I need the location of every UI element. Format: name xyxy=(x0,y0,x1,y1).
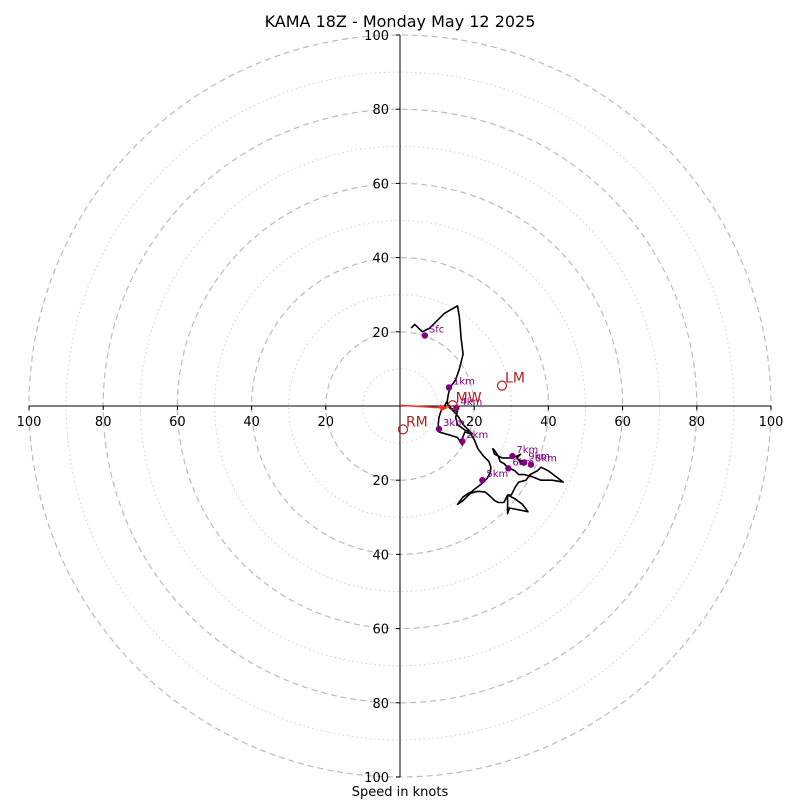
hodograph-trace-group xyxy=(410,304,565,515)
x-tick-label: 60 xyxy=(169,415,186,430)
height-marker-label: 8km xyxy=(535,454,557,465)
storm-motion-label: RM xyxy=(406,414,428,430)
storm-motion-marker xyxy=(496,380,508,391)
height-marker-point xyxy=(421,332,429,339)
height-marker-point xyxy=(479,477,486,484)
mean-wind-vector-group xyxy=(399,404,449,412)
height-marker-point xyxy=(445,384,453,391)
height-marker-label: 2km xyxy=(466,430,488,441)
x-tick-label: 20 xyxy=(466,415,483,430)
chart-title: KAMA 18Z - Monday May 12 2025 xyxy=(265,12,536,31)
height-marker-label: 4km xyxy=(460,397,482,408)
storm-motion-markers: LM MW RM xyxy=(397,371,525,435)
tick-labels: 100 100 80 80 60 60 40 40 20 20 20 20 40 40 60 60 80 80 10… xyxy=(17,29,784,786)
y-tick-label: 40 xyxy=(372,548,389,563)
x-tick-label: 60 xyxy=(614,415,631,430)
height-marker-label: 1km xyxy=(453,376,475,387)
height-markers: Sfc1km2km3km4km5km6km7km8km9km xyxy=(421,325,557,484)
height-marker-point xyxy=(509,452,516,460)
x-tick-label: 40 xyxy=(243,415,260,430)
height-marker-label: 5km xyxy=(486,469,508,480)
y-tick-label: 100 xyxy=(364,29,389,44)
x-tick-label: 100 xyxy=(17,415,42,430)
height-marker-point xyxy=(505,465,512,472)
height-marker-point xyxy=(527,461,535,468)
y-tick-label: 80 xyxy=(372,103,389,118)
height-marker-label: 9km xyxy=(528,451,550,462)
x-tick-label: 80 xyxy=(95,415,112,430)
x-tick-label: 100 xyxy=(759,415,784,430)
height-marker-label: 7km xyxy=(516,445,538,456)
y-tick-label: 20 xyxy=(372,326,389,341)
height-marker-point xyxy=(459,438,466,445)
hodograph-trace xyxy=(410,304,565,515)
storm-motion-label: LM xyxy=(505,371,525,387)
y-tick-label: 60 xyxy=(372,177,389,192)
storm-motion-marker xyxy=(397,424,409,435)
y-tick-label: 60 xyxy=(372,623,389,638)
height-marker-point xyxy=(435,425,443,433)
y-tick-label: 80 xyxy=(372,697,389,712)
mean-wind-vector-arrowhead xyxy=(440,404,449,412)
y-tick-label: 100 xyxy=(364,771,389,786)
x-tick-label: 80 xyxy=(689,415,706,430)
x-tick-label: 40 xyxy=(540,415,557,430)
storm-motion-label: MW xyxy=(456,390,482,406)
storm-motion-marker xyxy=(447,400,458,411)
mean-wind-vector-line xyxy=(399,404,443,409)
height-marker-label: 3km xyxy=(443,418,465,429)
height-marker-point xyxy=(521,459,528,466)
x-tick-label: 20 xyxy=(318,415,335,430)
x-axis-label: Speed in knots xyxy=(352,785,449,800)
height-marker-label: Sfc xyxy=(429,325,444,336)
y-tick-label: 40 xyxy=(372,252,389,267)
y-tick-label: 20 xyxy=(372,474,389,489)
